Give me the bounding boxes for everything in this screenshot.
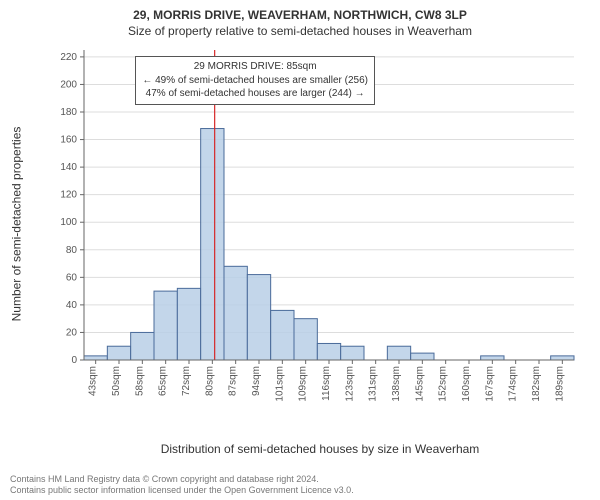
x-tick-label: 116sqm <box>321 366 332 401</box>
chart-title-line1: 29, MORRIS DRIVE, WEAVERHAM, NORTHWICH, … <box>10 8 590 22</box>
x-tick-label: 80sqm <box>204 366 215 396</box>
y-tick-label: 180 <box>60 107 77 118</box>
x-axis-label: Distribution of semi-detached houses by … <box>60 442 580 456</box>
x-tick-label: 182sqm <box>531 366 542 402</box>
histogram-bar <box>224 266 247 360</box>
histogram-bar <box>84 356 107 360</box>
histogram-bar <box>201 129 224 360</box>
x-tick-label: 138sqm <box>391 366 402 402</box>
y-tick-label: 100 <box>60 217 77 228</box>
y-tick-label: 160 <box>60 135 77 146</box>
y-tick-label: 80 <box>66 245 78 256</box>
histogram-bar <box>481 356 504 360</box>
histogram-bar <box>131 332 154 360</box>
x-tick-label: 87sqm <box>228 366 239 396</box>
x-tick-label: 145sqm <box>414 366 425 402</box>
histogram-bar <box>341 346 364 360</box>
x-tick-label: 109sqm <box>298 366 309 402</box>
histogram-bar <box>317 343 340 360</box>
x-tick-label: 174sqm <box>508 366 519 402</box>
x-tick-label: 43sqm <box>88 366 99 396</box>
annotation-line2: ← 49% of semi-detached houses are smalle… <box>142 74 368 88</box>
footer-line2: Contains public sector information licen… <box>10 485 354 496</box>
annotation-line3: 47% of semi-detached houses are larger (… <box>142 87 368 101</box>
histogram-bar <box>177 288 200 360</box>
histogram-bar <box>271 310 294 360</box>
chart-title-line2: Size of property relative to semi-detach… <box>10 24 590 38</box>
x-tick-label: 123sqm <box>344 366 355 402</box>
x-tick-label: 152sqm <box>438 366 449 402</box>
y-tick-label: 20 <box>66 327 78 338</box>
annotation-line1: 29 MORRIS DRIVE: 85sqm <box>142 60 368 74</box>
x-tick-label: 72sqm <box>181 366 192 396</box>
y-tick-label: 200 <box>60 79 77 90</box>
footer-line1: Contains HM Land Registry data © Crown c… <box>10 474 354 485</box>
histogram-bar <box>387 346 410 360</box>
y-tick-label: 60 <box>66 272 78 283</box>
attribution-footer: Contains HM Land Registry data © Crown c… <box>10 474 354 497</box>
y-tick-label: 120 <box>60 190 77 201</box>
x-tick-label: 58sqm <box>134 366 145 396</box>
y-tick-label: 140 <box>60 162 77 173</box>
annotation-box: 29 MORRIS DRIVE: 85sqm ← 49% of semi-det… <box>135 56 375 105</box>
y-axis-label-text: Number of semi-detached properties <box>9 127 23 322</box>
histogram-bar <box>107 346 130 360</box>
x-tick-label: 94sqm <box>251 366 262 396</box>
x-tick-label: 131sqm <box>368 366 379 402</box>
x-tick-label: 160sqm <box>461 366 472 402</box>
x-tick-label: 50sqm <box>111 366 122 396</box>
y-tick-label: 220 <box>60 52 77 63</box>
x-tick-label: 101sqm <box>274 366 285 402</box>
x-tick-label: 167sqm <box>484 366 495 402</box>
histogram-bar <box>411 353 434 360</box>
histogram-bar <box>551 356 574 360</box>
y-axis-label: Number of semi-detached properties <box>6 44 26 404</box>
histogram-bar <box>294 319 317 360</box>
chart-container: 29, MORRIS DRIVE, WEAVERHAM, NORTHWICH, … <box>0 0 600 500</box>
x-tick-label: 189sqm <box>554 366 565 402</box>
histogram-bar <box>154 291 177 360</box>
y-tick-label: 40 <box>66 300 78 311</box>
x-tick-label: 65sqm <box>158 366 169 396</box>
histogram-bar <box>247 275 270 360</box>
y-tick-label: 0 <box>71 355 77 366</box>
